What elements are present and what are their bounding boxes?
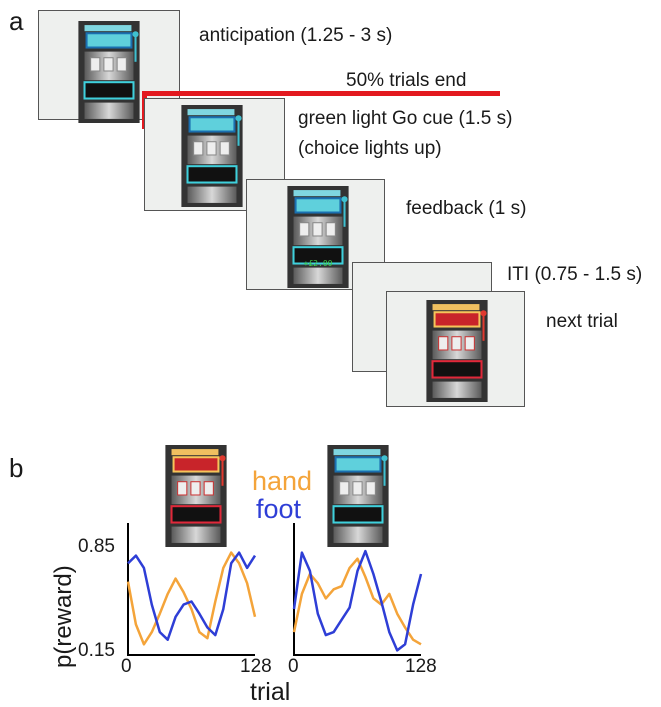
stage-label-trials-end: 50% trials end bbox=[346, 70, 467, 91]
panel-b-label: b bbox=[9, 453, 24, 483]
x-tick-label: 0 bbox=[288, 656, 299, 677]
trial-screen-next bbox=[386, 291, 525, 407]
series-line-foot bbox=[292, 549, 423, 652]
legend-hand: hand bbox=[252, 466, 313, 496]
stage-label-choice: (choice lights up) bbox=[298, 138, 442, 159]
series-line-hand bbox=[292, 557, 422, 646]
feedback-display: +£2.00 bbox=[303, 259, 333, 268]
stage-label-anticipation: anticipation (1.25 - 3 s) bbox=[199, 25, 393, 46]
stage-label-next-trial: next trial bbox=[546, 311, 618, 332]
chart-axis bbox=[127, 523, 255, 656]
chart-axis bbox=[293, 523, 421, 656]
series-line-foot bbox=[127, 551, 257, 641]
x-tick-label: 128 bbox=[405, 656, 437, 677]
y-tick-label: 0.85 bbox=[78, 536, 115, 557]
x-axis-label: trial bbox=[250, 678, 291, 706]
stage-label-iti: ITI (0.75 - 1.5 s) bbox=[507, 264, 643, 285]
y-tick-label: 0.15 bbox=[78, 640, 115, 661]
panel-a-label: a bbox=[9, 6, 24, 36]
x-tick-label: 128 bbox=[240, 656, 272, 677]
x-tick-label: 0 bbox=[121, 656, 132, 677]
series-line-hand bbox=[126, 551, 257, 646]
legend-foot: foot bbox=[256, 494, 302, 524]
stage-label-feedback: feedback (1 s) bbox=[406, 198, 527, 219]
trial-end-line bbox=[142, 91, 500, 96]
stage-label-go-cue: green light Go cue (1.5 s) bbox=[298, 108, 513, 129]
